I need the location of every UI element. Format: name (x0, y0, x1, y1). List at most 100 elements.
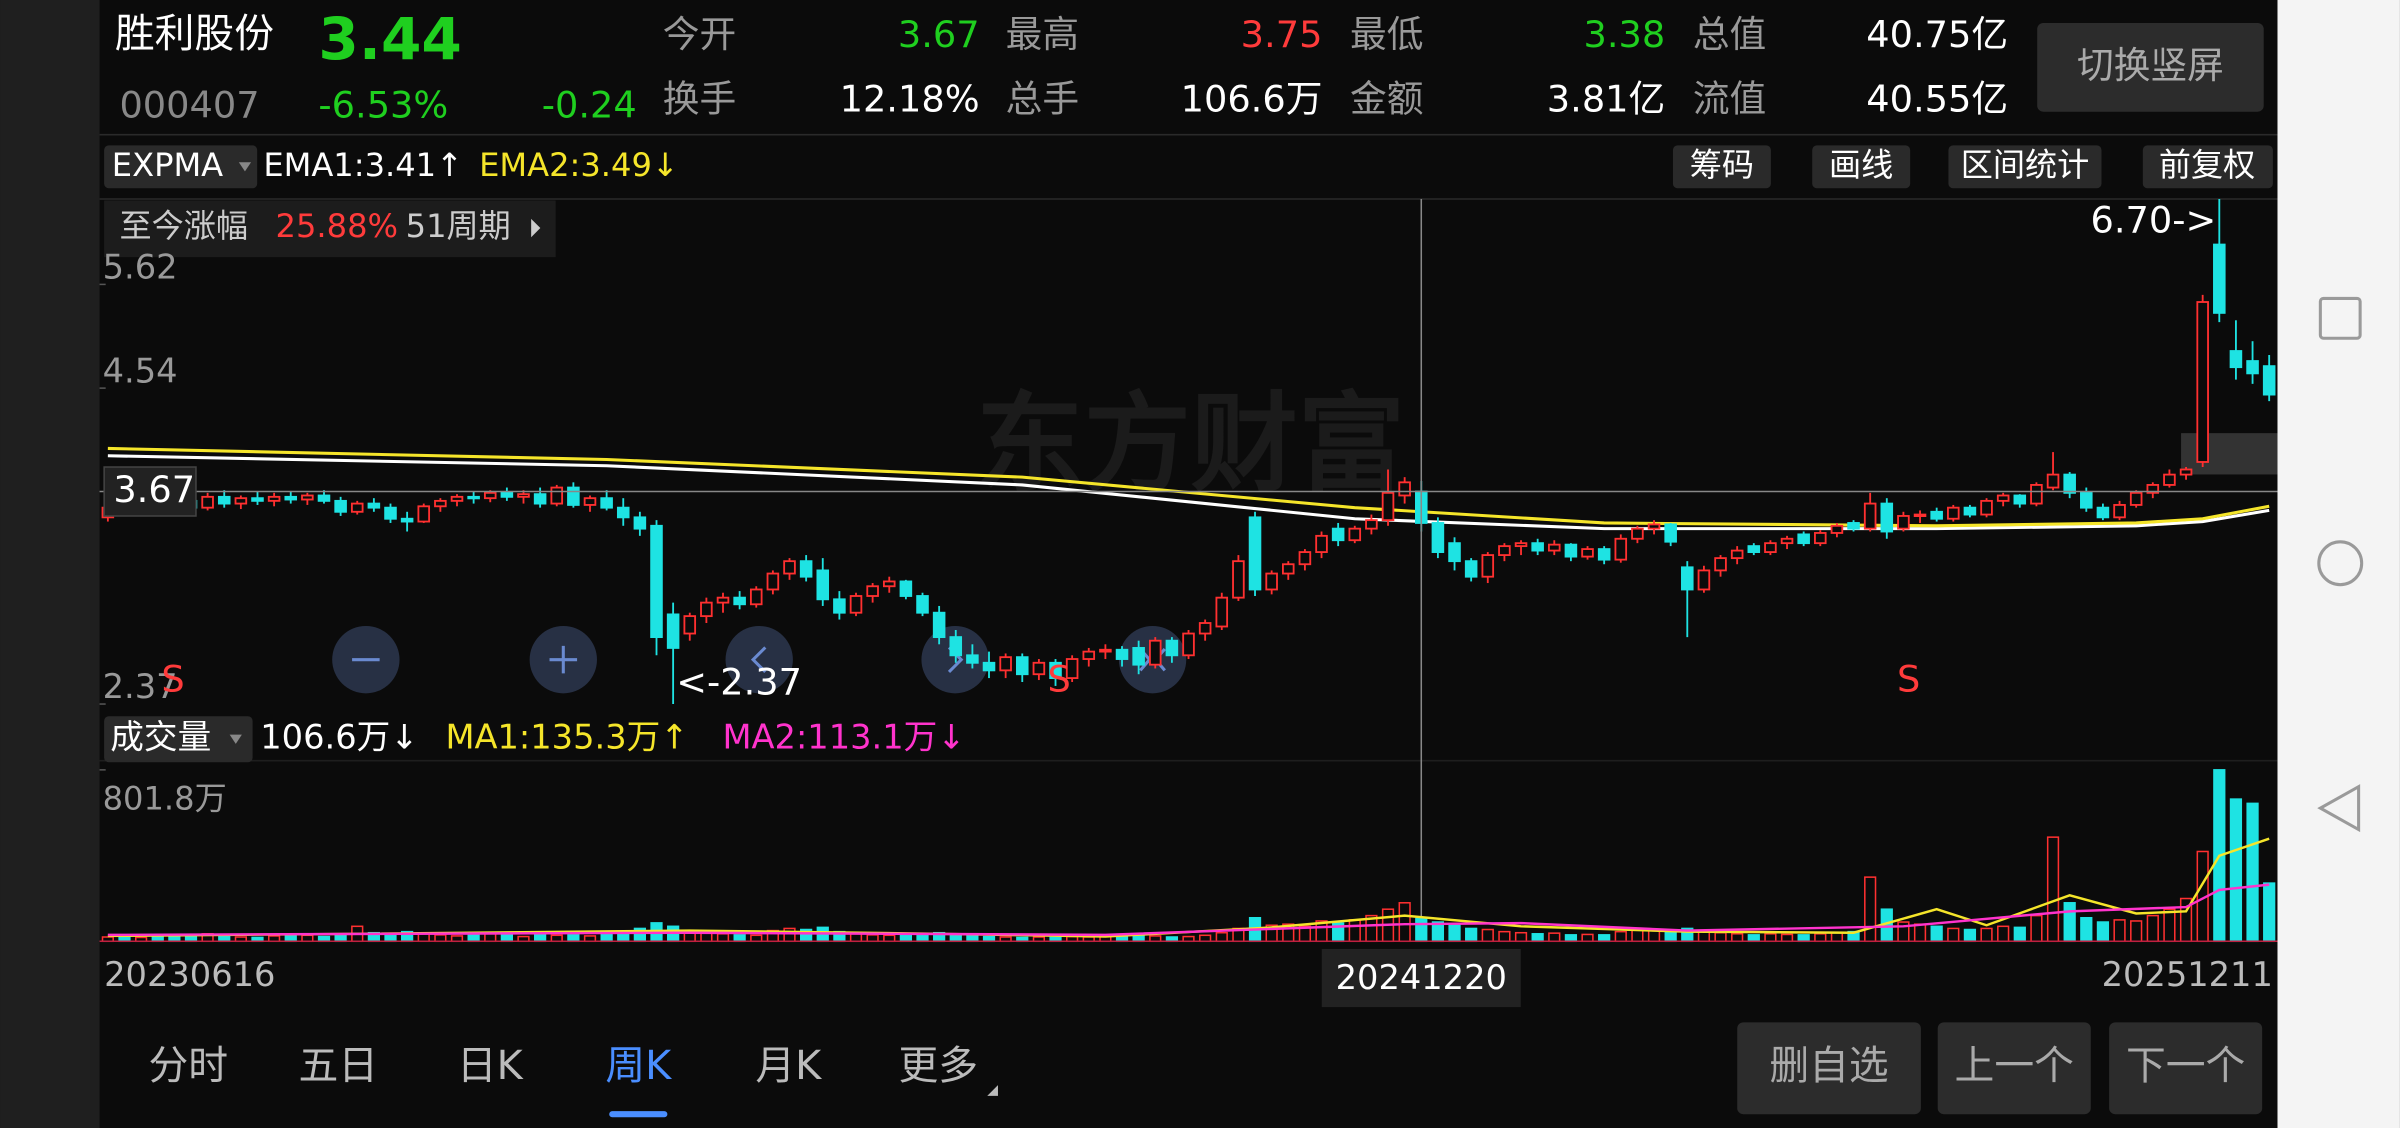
candle-body (417, 505, 431, 523)
period-tab[interactable]: 月K (755, 1043, 822, 1089)
period-tab[interactable]: 周K (605, 1043, 672, 1089)
candle-body (1348, 527, 1362, 542)
period-tab[interactable]: 日K (457, 1043, 524, 1089)
volume-bar (1415, 917, 1428, 943)
nav-recent[interactable] (2318, 296, 2362, 340)
pan-left[interactable] (725, 625, 793, 694)
candle-body (384, 506, 397, 520)
candle-body (1099, 648, 1112, 653)
action-button[interactable] (1737, 1022, 1921, 1115)
candle-body (1481, 554, 1495, 578)
tool-button[interactable] (1672, 145, 1771, 189)
volume-bar (2146, 914, 2159, 943)
action-button[interactable] (1937, 1022, 2091, 1115)
stock-price: 3.44 (318, 5, 462, 73)
volume-bar (1614, 930, 1627, 943)
stat-value: 3.81亿 (1547, 78, 1665, 121)
candle-body (550, 486, 564, 505)
period-tab[interactable]: 更多 (898, 1043, 978, 1089)
candle-body (1664, 523, 1677, 543)
candle-body (849, 595, 863, 614)
volume-bar (1664, 931, 1677, 943)
period-tab[interactable]: 分时 (149, 1043, 229, 1089)
nav-back[interactable] (2317, 784, 2361, 833)
volume-bar (2030, 914, 2043, 943)
range-stat-label: 至今涨幅 (119, 207, 248, 245)
signal-marker: S (161, 658, 184, 701)
candle-body (1265, 572, 1278, 591)
stat-label: 总值 (1693, 13, 1766, 56)
candle-body (1614, 537, 1628, 561)
icon (549, 645, 578, 674)
volume-bar (2113, 919, 2126, 943)
volume-bar (1398, 902, 1411, 943)
candle-body (434, 499, 447, 508)
candle-body (899, 580, 913, 597)
volume-bar (1498, 930, 1511, 943)
volume-bar (750, 934, 763, 943)
volume-bar (434, 934, 447, 943)
volume-bar (334, 934, 347, 943)
candle-body (600, 497, 613, 509)
candle-body (700, 601, 713, 618)
candle-body (1548, 543, 1561, 552)
candle-body (1681, 566, 1694, 591)
volume-ma1: MA1:135.3万↑ (445, 718, 688, 757)
candle-body (367, 502, 381, 509)
candle-body (1697, 569, 1711, 591)
volume-bar (1913, 923, 1927, 943)
candle-body (650, 524, 663, 639)
candle-body (1897, 515, 1910, 530)
crosshair-date: 20241220 (1336, 958, 1507, 997)
candle-body (533, 493, 547, 505)
volume-bar (2046, 836, 2060, 943)
candle-body (1764, 542, 1777, 553)
candle-body (1381, 491, 1395, 522)
candle-body (1863, 502, 1877, 530)
candle-body (1132, 647, 1145, 666)
tool-button[interactable] (1948, 145, 2102, 189)
candle-body (1015, 656, 1029, 676)
tool-button[interactable] (2142, 145, 2273, 189)
candle-body (2063, 473, 2076, 494)
volume-bar (1531, 933, 1544, 943)
volume-bar (1448, 923, 1461, 943)
candle-body (467, 495, 480, 500)
volume-bar (1814, 933, 1827, 943)
volume-bar (1731, 933, 1744, 943)
indicator-select[interactable] (104, 145, 258, 189)
candle-body (1647, 523, 1661, 530)
candle-body (1514, 542, 1528, 548)
period-tab[interactable]: 五日 (299, 1043, 379, 1089)
crosshair-date-box (1321, 948, 1521, 1008)
volume-bar (2063, 902, 2076, 943)
y-tick-label: 2.37 (103, 667, 178, 706)
stat-label: 换手 (663, 78, 736, 121)
volume-select[interactable] (104, 716, 253, 763)
range-stat-box[interactable] (104, 200, 556, 258)
stock-code: 000407 (119, 84, 259, 127)
candle-body (2113, 504, 2126, 519)
candle-body (1847, 522, 1860, 530)
candle-body (2179, 468, 2193, 476)
tool-button[interactable] (1812, 145, 1911, 189)
candle-body (949, 636, 963, 657)
volume-bar (1481, 928, 1494, 943)
volume-bar (1348, 919, 1361, 943)
nav-home[interactable] (2317, 540, 2364, 587)
candle-body (683, 615, 697, 635)
candle-body (666, 613, 680, 649)
volume-name: 成交量 (110, 718, 211, 757)
tool-label: 筹码 (1690, 146, 1754, 184)
candle-body (999, 656, 1012, 672)
dropdown-icon (229, 734, 242, 744)
dropdown-icon (238, 162, 252, 172)
volume-current: 106.6万↓ (260, 718, 418, 757)
range-stat-period: 51周期 (406, 207, 511, 245)
action-button[interactable] (2109, 1022, 2263, 1115)
candle-body (2246, 360, 2259, 375)
orientation-button[interactable] (2037, 22, 2264, 112)
candle-body (1398, 481, 1411, 497)
candle-body (2213, 243, 2226, 314)
volume-bar (583, 935, 597, 943)
